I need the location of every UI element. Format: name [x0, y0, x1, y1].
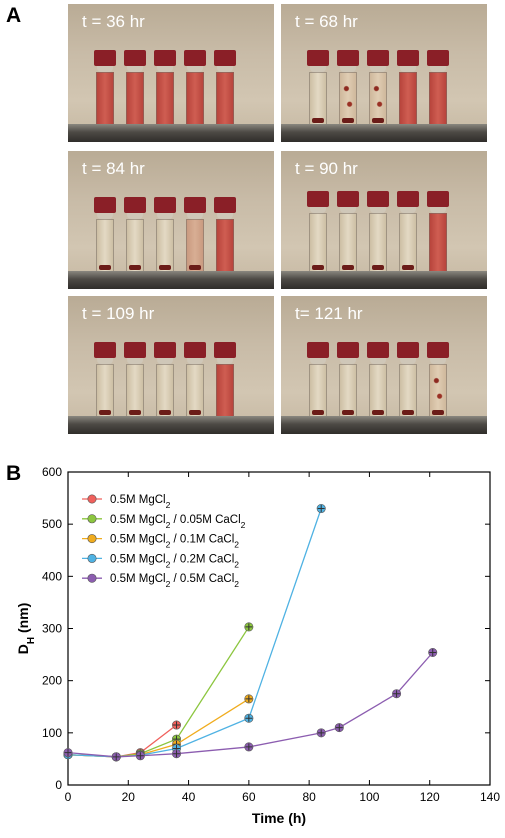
y-axis-label: DH (nm) [15, 603, 37, 655]
photo-time-label: t = 84 hr [82, 159, 145, 178]
photo-time-label: t = 68 hr [295, 12, 358, 31]
vial-photo: t = 84 hr [68, 151, 274, 289]
vial-photo: t= 121 hr [281, 296, 487, 434]
x-tick-label: 0 [65, 790, 72, 804]
legend-entry: 0.5M MgCl2 / 0.5M CaCl2 [110, 573, 239, 589]
series-line-4 [67, 652, 434, 758]
sample-vial [337, 342, 359, 418]
error-bar [245, 714, 253, 722]
sample-vial [94, 342, 116, 418]
y-tick-label: 100 [42, 726, 62, 740]
error-bar [112, 753, 120, 761]
sample-vial [367, 50, 389, 126]
sample-vial [397, 50, 419, 126]
error-bar [136, 752, 144, 760]
sample-vial [94, 197, 116, 273]
sample-vial [154, 342, 176, 418]
error-bar [173, 750, 181, 758]
x-tick-label: 120 [420, 790, 440, 804]
error-bar [245, 695, 253, 703]
y-tick-label: 400 [42, 569, 62, 583]
vial-photo: t = 90 hr [281, 151, 487, 289]
sample-vial [427, 50, 449, 126]
sample-vial [367, 342, 389, 418]
panel-a-label: A [6, 4, 22, 27]
y-tick-label: 0 [55, 778, 62, 792]
series-line-2 [67, 698, 250, 758]
legend-entry: 0.5M MgCl2 [110, 494, 171, 510]
sample-vial [184, 50, 206, 126]
y-tick-label: 200 [42, 674, 62, 688]
vial-photo: t = 36 hr [68, 4, 274, 142]
photo-time-label: t = 109 hr [82, 304, 155, 323]
legend-marker [87, 573, 97, 583]
error-bar [245, 623, 253, 631]
y-tick-label: 500 [42, 517, 62, 531]
sample-vial [307, 191, 329, 273]
y-tick-label: 300 [42, 622, 62, 636]
x-tick-label: 80 [302, 790, 316, 804]
legend-marker [87, 553, 97, 563]
legend-marker [87, 494, 97, 504]
x-axis-label: Time (h) [252, 810, 306, 826]
sample-vial [124, 197, 146, 273]
sample-vial [337, 191, 359, 273]
series-line-3 [67, 508, 322, 758]
error-bar [317, 505, 325, 513]
x-tick-label: 100 [359, 790, 379, 804]
sample-vial [124, 342, 146, 418]
legend-marker [87, 514, 97, 524]
sample-vial [397, 342, 419, 418]
error-bar [173, 721, 181, 729]
sample-vial [184, 197, 206, 273]
legend-entry: 0.5M MgCl2 / 0.1M CaCl2 [110, 534, 239, 550]
sample-vial [94, 50, 116, 126]
sample-vial [427, 342, 449, 418]
legend-entry: 0.5M MgCl2 / 0.05M CaCl2 [110, 514, 246, 530]
y-tick-label: 600 [42, 465, 62, 479]
sample-vial [184, 342, 206, 418]
error-bar [317, 729, 325, 737]
sample-vial [337, 50, 359, 126]
x-tick-label: 140 [480, 790, 500, 804]
photo-time-label: t = 36 hr [82, 12, 145, 31]
photo-time-label: t = 90 hr [295, 159, 358, 178]
series-line-1 [67, 626, 250, 758]
vial-photo: t = 109 hr [68, 296, 274, 434]
vial-photo: t = 68 hr [281, 4, 487, 142]
x-tick-label: 60 [242, 790, 256, 804]
photo-time-label: t= 121 hr [295, 304, 363, 323]
sample-vial [214, 342, 236, 418]
error-bar [429, 648, 437, 656]
legend-marker [87, 534, 97, 544]
legend-entry: 0.5M MgCl2 / 0.2M CaCl2 [110, 553, 239, 569]
x-tick-label: 40 [182, 790, 196, 804]
x-tick-label: 20 [122, 790, 136, 804]
error-bar [335, 724, 343, 732]
sample-vial [367, 191, 389, 273]
error-bar [64, 749, 72, 757]
panel-b-label: B [6, 462, 22, 485]
sample-vial [154, 197, 176, 273]
error-bar [393, 690, 401, 698]
sample-vial [214, 50, 236, 126]
error-bar [245, 743, 253, 751]
